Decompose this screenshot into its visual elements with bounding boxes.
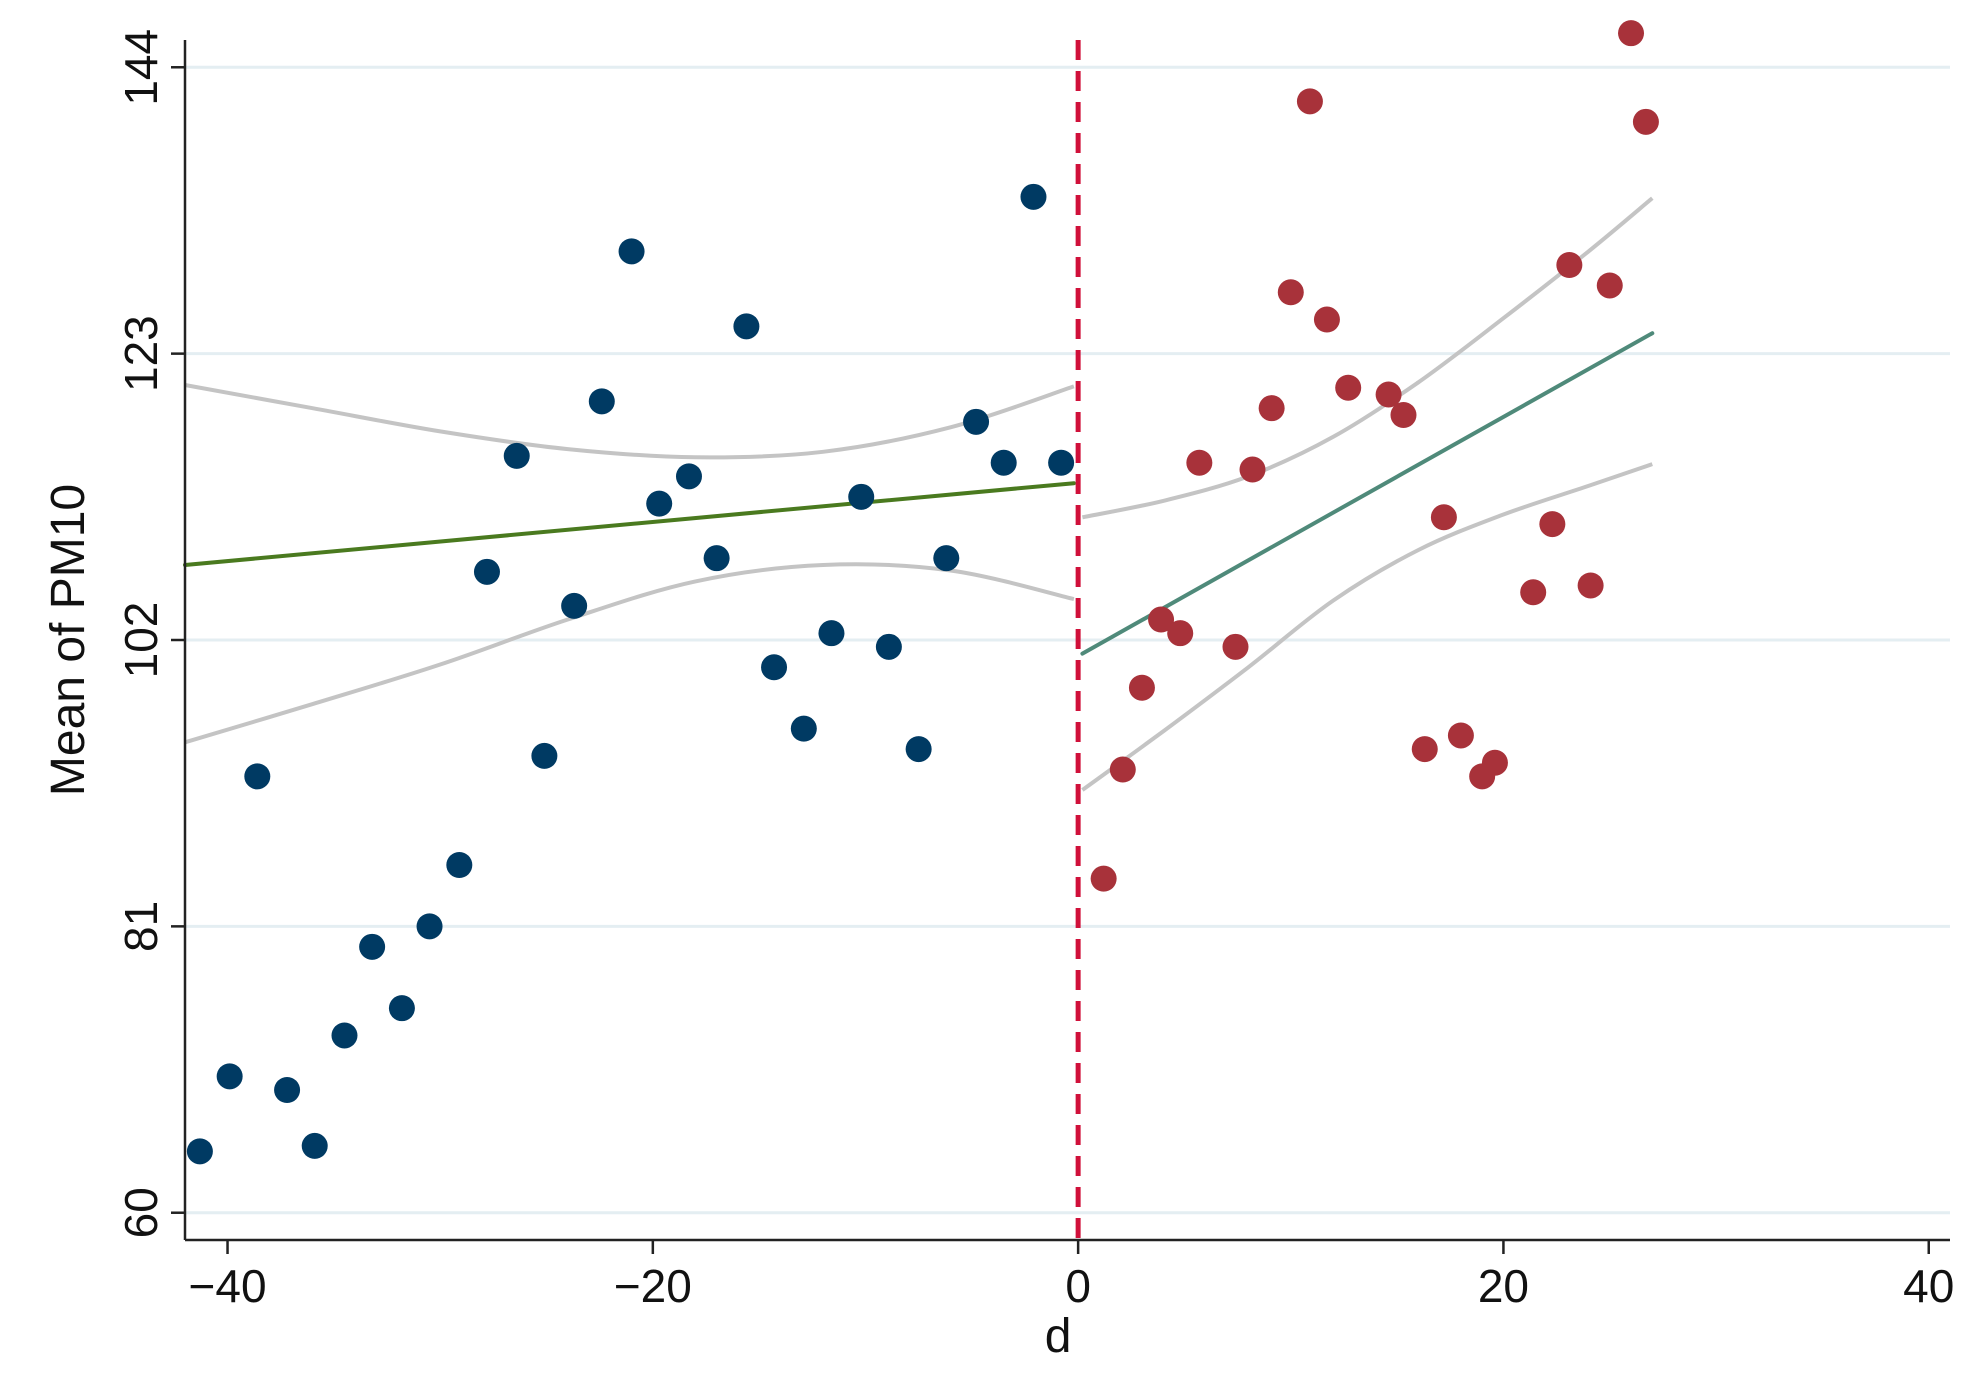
points-left-point — [416, 913, 443, 940]
points-left-point — [359, 933, 386, 960]
points-right-point — [1390, 402, 1417, 428]
points-right-point — [1313, 306, 1340, 333]
points-right-point — [1375, 381, 1402, 408]
points-left-point — [618, 238, 645, 265]
confidence-bands — [184, 196, 1654, 792]
points-right-point — [1520, 579, 1547, 606]
y-tick-label: 81 — [115, 901, 167, 952]
points-left-point — [790, 715, 817, 742]
points-right-point — [1109, 756, 1136, 783]
points-left-point — [990, 449, 1017, 476]
ci-left-lower-line — [184, 562, 1075, 745]
points-right-point — [1258, 395, 1285, 422]
points-left-point — [301, 1132, 328, 1159]
points-right-point — [1128, 674, 1155, 701]
points-left-point — [473, 558, 500, 585]
fitted-lines — [183, 331, 1655, 656]
points-left-point — [646, 490, 673, 517]
y-tick-label: 60 — [115, 1187, 167, 1238]
ci-right-lower-line — [1081, 462, 1653, 792]
points-left-point — [216, 1063, 243, 1090]
points-left-point — [733, 313, 760, 340]
points-right-point — [1222, 633, 1249, 660]
x-tick-label: −20 — [614, 1260, 692, 1312]
fit-right-line — [1080, 331, 1655, 656]
x-tick-label: 0 — [1065, 1260, 1091, 1312]
points-right-point — [1335, 374, 1362, 401]
points-right-point — [1148, 606, 1175, 633]
points-left-point — [186, 1138, 213, 1165]
points-left-point — [388, 995, 415, 1022]
points-left-point — [244, 763, 271, 790]
points-right-point — [1186, 449, 1213, 476]
points-left-point — [761, 654, 788, 681]
ci-right-upper-line — [1081, 196, 1654, 520]
points-right-point — [1632, 108, 1659, 135]
points-left-point — [675, 463, 702, 490]
points-right-point — [1430, 504, 1457, 531]
points-left-point — [703, 545, 730, 572]
points-right-point — [1481, 749, 1508, 776]
points-right-point — [1447, 722, 1474, 749]
points-right-point — [1556, 252, 1583, 278]
points-right-point — [1411, 736, 1438, 763]
points-left-point — [503, 442, 530, 469]
points-left-point — [531, 742, 558, 769]
points-right-point — [1239, 456, 1266, 483]
points-right-point — [1577, 572, 1604, 599]
x-tick-label: 40 — [1903, 1260, 1954, 1312]
points-left-point — [561, 592, 588, 619]
data-points — [186, 20, 1659, 1165]
points-right-point — [1296, 88, 1323, 115]
points-left-point — [818, 620, 845, 647]
y-axis-ticks: 60 81 102 123 144 — [115, 29, 185, 1238]
points-left-point — [1020, 183, 1047, 210]
points-right-point — [1277, 279, 1304, 306]
points-right-point — [1618, 20, 1645, 47]
points-right-point — [1167, 620, 1194, 647]
points-left-point — [588, 388, 615, 415]
points-left-point — [1048, 449, 1075, 476]
points-left-point — [905, 736, 932, 763]
y-tick-label: 144 — [115, 29, 167, 106]
points-left-point — [963, 408, 990, 435]
points-left-point — [331, 1022, 358, 1049]
x-axis-ticks: −40 −20 0 20 40 — [189, 1240, 1954, 1312]
y-tick-label: 123 — [115, 315, 167, 392]
fit-left-line — [183, 481, 1076, 567]
y-tick-label: 102 — [115, 602, 167, 679]
points-left-point — [274, 1077, 301, 1103]
x-tick-label: −40 — [189, 1260, 267, 1312]
points-left-point — [933, 545, 960, 572]
points-right-point — [1596, 272, 1623, 299]
points-right-point — [1090, 865, 1117, 892]
x-tick-label: 20 — [1478, 1260, 1529, 1312]
x-axis-title: d — [1045, 1310, 1072, 1363]
gridlines — [185, 65, 1950, 1215]
points-left-point — [446, 852, 473, 878]
y-axis-title: Mean of PM10 — [42, 484, 95, 796]
ci-left-upper-line — [184, 383, 1075, 460]
points-left-point — [875, 633, 902, 660]
points-left-point — [848, 483, 875, 510]
points-right-point — [1539, 511, 1566, 538]
